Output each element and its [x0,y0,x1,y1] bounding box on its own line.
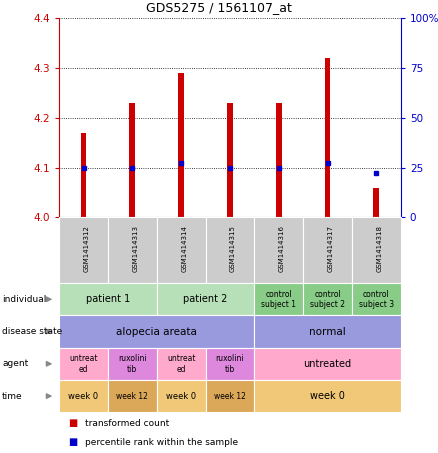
Bar [325,58,331,217]
Text: ruxolini
tib: ruxolini tib [215,354,244,374]
Text: control
subject 1: control subject 1 [261,289,296,309]
Text: ■: ■ [68,418,77,428]
Bar [374,188,379,217]
Text: ruxolini
tib: ruxolini tib [118,354,147,374]
Text: disease state: disease state [2,327,63,336]
Text: percentile rank within the sample: percentile rank within the sample [85,438,239,447]
Text: untreat
ed: untreat ed [167,354,195,374]
Text: week 0: week 0 [310,391,345,401]
Text: control
subject 3: control subject 3 [359,289,394,309]
Bar [276,103,282,217]
Text: transformed count: transformed count [85,419,170,428]
Text: GSM1414315: GSM1414315 [230,226,236,272]
Text: week 12: week 12 [214,391,246,400]
Text: GSM1414316: GSM1414316 [279,226,285,272]
Text: control
subject 2: control subject 2 [310,289,345,309]
Bar [227,103,233,217]
Bar [129,103,135,217]
Text: alopecia areata: alopecia areata [117,327,197,337]
Text: individual: individual [2,295,46,304]
Text: normal: normal [309,327,346,337]
Text: patient 1: patient 1 [86,294,130,304]
Text: ■: ■ [68,437,77,447]
Text: GDS5275 / 1561107_at: GDS5275 / 1561107_at [146,1,292,14]
Text: GSM1414314: GSM1414314 [181,226,187,272]
Text: untreat
ed: untreat ed [69,354,98,374]
Text: patient 2: patient 2 [184,294,228,304]
Text: week 12: week 12 [117,391,148,400]
Text: time: time [2,391,23,400]
Bar [178,73,184,217]
Text: untreated: untreated [304,359,352,369]
Text: week 0: week 0 [166,391,196,400]
Text: week 0: week 0 [68,391,99,400]
Text: GSM1414317: GSM1414317 [328,226,334,272]
Text: agent: agent [2,359,28,368]
Text: GSM1414313: GSM1414313 [132,226,138,272]
Text: GSM1414312: GSM1414312 [84,226,89,272]
Bar [81,133,86,217]
Text: GSM1414318: GSM1414318 [376,226,382,272]
